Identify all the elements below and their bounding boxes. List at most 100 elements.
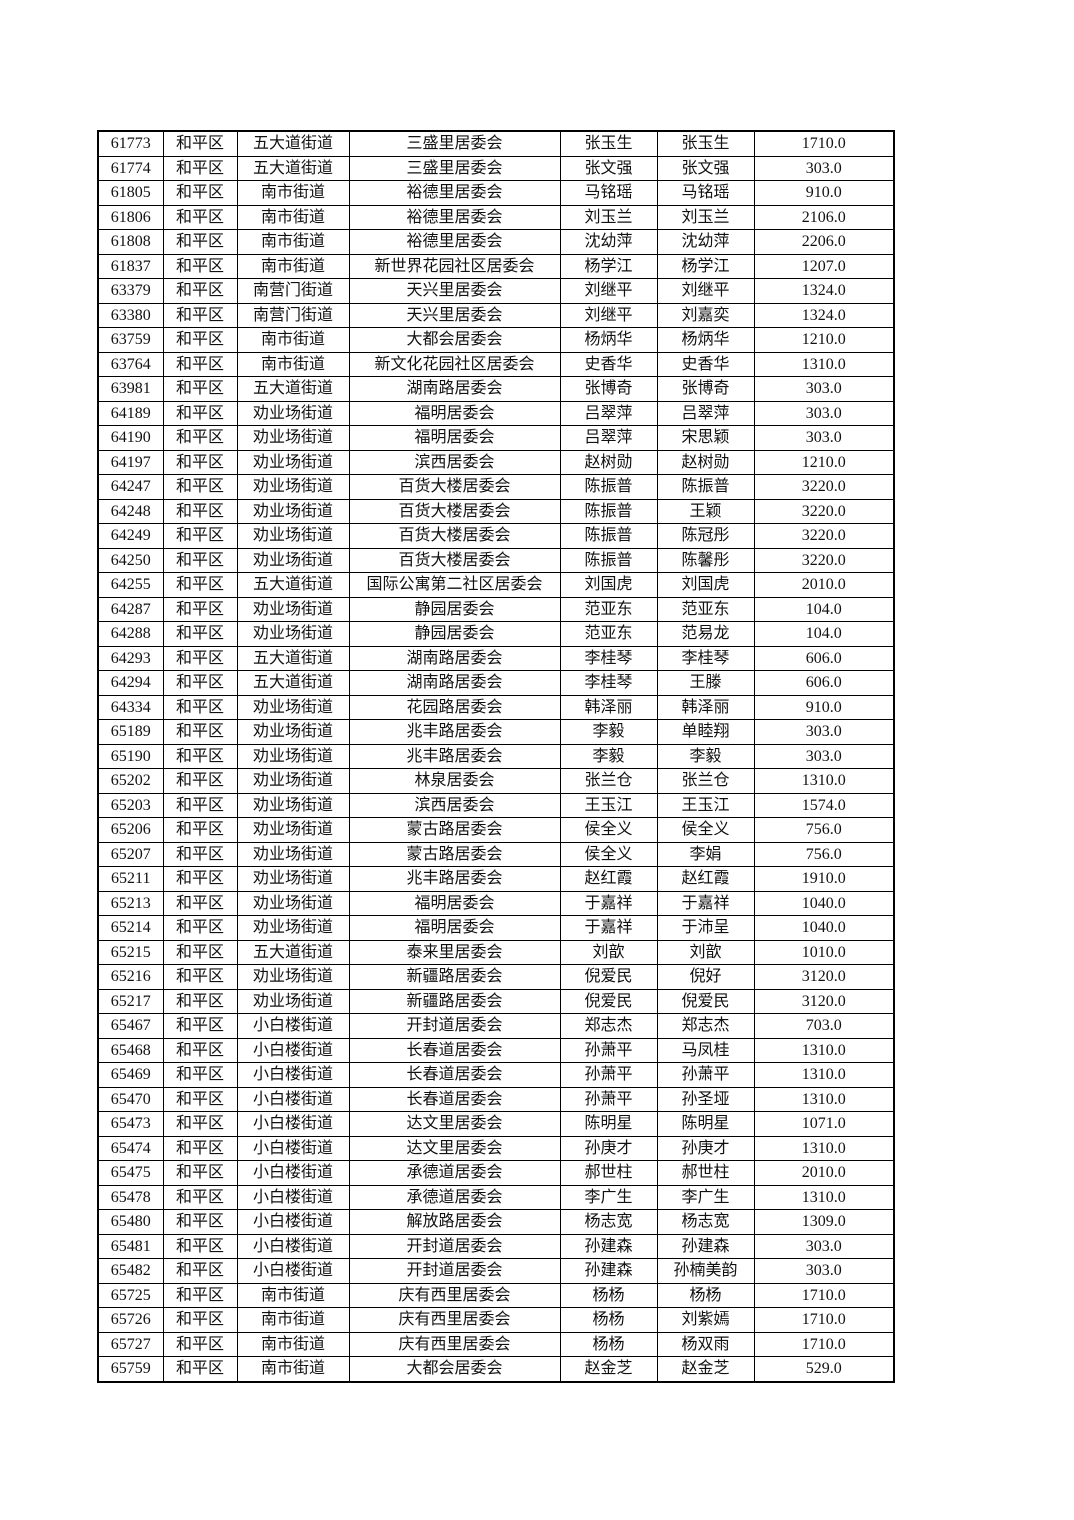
id-cell: 65470 <box>97 1086 164 1112</box>
amount-cell: 104.0 <box>753 596 895 622</box>
committee-cell: 达文里居委会 <box>348 1135 561 1161</box>
applicant-cell: 杨杨 <box>559 1331 658 1357</box>
district-cell: 和平区 <box>162 890 238 916</box>
committee-cell: 长春道居委会 <box>348 1037 561 1063</box>
committee-cell: 庆有西里居委会 <box>348 1282 561 1308</box>
amount-cell: 910.0 <box>753 694 895 720</box>
amount-cell: 3220.0 <box>753 547 895 573</box>
district-cell: 和平区 <box>162 1062 238 1088</box>
applicant-cell: 张玉生 <box>559 130 658 157</box>
table-row: 65473 和平区 小白楼街道 达文里居委会 陈明星 陈明星 1071.0 <box>97 1111 895 1137</box>
street-cell: 劝业场街道 <box>236 596 350 622</box>
district-cell: 和平区 <box>162 449 238 475</box>
table-row: 63379 和平区 南营门街道 天兴里居委会 刘继平 刘继平 1324.0 <box>97 278 895 304</box>
street-cell: 劝业场街道 <box>236 890 350 916</box>
amount-cell: 3220.0 <box>753 523 895 549</box>
id-cell: 61837 <box>97 253 164 279</box>
id-cell: 65213 <box>97 890 164 916</box>
street-cell: 小白楼街道 <box>236 1086 350 1112</box>
table-row: 64334 和平区 劝业场街道 花园路居委会 韩泽丽 韩泽丽 910.0 <box>97 694 895 720</box>
applicant-cell: 杨杨 <box>559 1282 658 1308</box>
applicant-cell: 李毅 <box>559 743 658 769</box>
committee-cell: 国际公寓第二社区居委会 <box>348 572 561 598</box>
committee-cell: 福明居委会 <box>348 425 561 451</box>
id-cell: 65211 <box>97 866 164 892</box>
table-row: 64189 和平区 劝业场街道 福明居委会 吕翠萍 吕翠萍 303.0 <box>97 400 895 426</box>
applicant-cell: 史香华 <box>559 351 658 377</box>
street-cell: 五大道街道 <box>236 645 350 671</box>
id-cell: 61805 <box>97 180 164 206</box>
applicant-cell: 侯全义 <box>559 841 658 867</box>
street-cell: 五大道街道 <box>236 572 350 598</box>
district-cell: 和平区 <box>162 1233 238 1259</box>
table-row: 64247 和平区 劝业场街道 百货大楼居委会 陈振普 陈振普 3220.0 <box>97 474 895 500</box>
table-row: 65207 和平区 劝业场街道 蒙古路居委会 侯全义 李娟 756.0 <box>97 841 895 867</box>
committee-cell: 兆丰路居委会 <box>348 866 561 892</box>
street-cell: 劝业场街道 <box>236 866 350 892</box>
street-cell: 劝业场街道 <box>236 523 350 549</box>
district-cell: 和平区 <box>162 841 238 867</box>
id-cell: 65474 <box>97 1135 164 1161</box>
amount-cell: 1040.0 <box>753 890 895 916</box>
table-row: 65727 和平区 南市街道 庆有西里居委会 杨杨 杨双雨 1710.0 <box>97 1331 895 1357</box>
street-cell: 小白楼街道 <box>236 1062 350 1088</box>
street-cell: 劝业场街道 <box>236 400 350 426</box>
committee-cell: 兆丰路居委会 <box>348 743 561 769</box>
street-cell: 小白楼街道 <box>236 1135 350 1161</box>
table-row: 65759 和平区 南市街道 大都会居委会 赵金芝 赵金芝 529.0 <box>97 1356 895 1382</box>
table-row: 63981 和平区 五大道街道 湖南路居委会 张博奇 张博奇 303.0 <box>97 376 895 402</box>
member-cell: 陈振普 <box>656 474 755 500</box>
table-row: 61808 和平区 南市街道 裕德里居委会 沈幼萍 沈幼萍 2206.0 <box>97 229 895 255</box>
district-cell: 和平区 <box>162 425 238 451</box>
table-row: 65475 和平区 小白楼街道 承德道居委会 郝世柱 郝世柱 2010.0 <box>97 1160 895 1186</box>
table-row: 64287 和平区 劝业场街道 静园居委会 范亚东 范亚东 104.0 <box>97 596 895 622</box>
applicant-cell: 杨学江 <box>559 253 658 279</box>
member-cell: 韩泽丽 <box>656 694 755 720</box>
member-cell: 史香华 <box>656 351 755 377</box>
member-cell: 于沛呈 <box>656 915 755 941</box>
id-cell: 63379 <box>97 278 164 304</box>
district-cell: 和平区 <box>162 498 238 524</box>
committee-cell: 裕德里居委会 <box>348 229 561 255</box>
committee-cell: 新疆路居委会 <box>348 964 561 990</box>
amount-cell: 1040.0 <box>753 915 895 941</box>
member-cell: 张玉生 <box>656 130 755 157</box>
id-cell: 64255 <box>97 572 164 598</box>
id-cell: 64247 <box>97 474 164 500</box>
id-cell: 63380 <box>97 302 164 328</box>
district-cell: 和平区 <box>162 1111 238 1137</box>
street-cell: 劝业场街道 <box>236 817 350 843</box>
id-cell: 61806 <box>97 204 164 230</box>
committee-cell: 百货大楼居委会 <box>348 523 561 549</box>
district-cell: 和平区 <box>162 1160 238 1186</box>
committee-cell: 开封道居委会 <box>348 1258 561 1284</box>
district-cell: 和平区 <box>162 768 238 794</box>
street-cell: 小白楼街道 <box>236 1233 350 1259</box>
amount-cell: 1310.0 <box>753 1086 895 1112</box>
amount-cell: 2106.0 <box>753 204 895 230</box>
street-cell: 五大道街道 <box>236 130 350 157</box>
amount-cell: 1710.0 <box>753 1282 895 1308</box>
district-cell: 和平区 <box>162 645 238 671</box>
applicant-cell: 杨杨 <box>559 1307 658 1333</box>
street-cell: 小白楼街道 <box>236 1258 350 1284</box>
member-cell: 张博奇 <box>656 376 755 402</box>
amount-cell: 606.0 <box>753 645 895 671</box>
committee-cell: 湖南路居委会 <box>348 670 561 696</box>
amount-cell: 303.0 <box>753 719 895 745</box>
committee-cell: 林泉居委会 <box>348 768 561 794</box>
street-cell: 劝业场街道 <box>236 743 350 769</box>
id-cell: 64249 <box>97 523 164 549</box>
street-cell: 南市街道 <box>236 180 350 206</box>
amount-cell: 1324.0 <box>753 278 895 304</box>
committee-cell: 天兴里居委会 <box>348 302 561 328</box>
street-cell: 南市街道 <box>236 229 350 255</box>
table-row: 65478 和平区 小白楼街道 承德道居委会 李广生 李广生 1310.0 <box>97 1184 895 1210</box>
id-cell: 64288 <box>97 621 164 647</box>
district-cell: 和平区 <box>162 694 238 720</box>
street-cell: 南市街道 <box>236 351 350 377</box>
district-cell: 和平区 <box>162 939 238 965</box>
applicant-cell: 刘歆 <box>559 939 658 965</box>
committee-cell: 新世界花园社区居委会 <box>348 253 561 279</box>
district-cell: 和平区 <box>162 229 238 255</box>
